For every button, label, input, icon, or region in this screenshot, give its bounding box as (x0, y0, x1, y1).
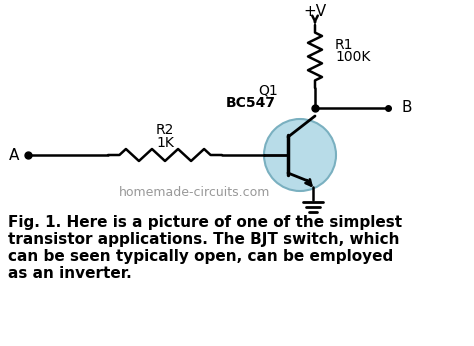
Text: +V: +V (303, 4, 327, 19)
Text: homemade-circuits.com: homemade-circuits.com (119, 186, 271, 200)
Text: 100K: 100K (335, 50, 370, 64)
Text: Fig. 1. Here is a picture of one of the simplest: Fig. 1. Here is a picture of one of the … (8, 215, 402, 230)
Text: A: A (9, 147, 19, 163)
Text: R2: R2 (156, 123, 174, 137)
Text: 1K: 1K (156, 136, 174, 150)
Text: can be seen typically open, can be employed: can be seen typically open, can be emplo… (8, 249, 393, 264)
Text: transistor applications. The BJT switch, which: transistor applications. The BJT switch,… (8, 232, 400, 247)
Text: as an inverter.: as an inverter. (8, 266, 132, 281)
Text: B: B (402, 100, 412, 116)
Text: R1: R1 (335, 38, 354, 52)
Text: Q1: Q1 (258, 83, 278, 97)
Text: BC547: BC547 (226, 96, 276, 110)
Circle shape (264, 119, 336, 191)
